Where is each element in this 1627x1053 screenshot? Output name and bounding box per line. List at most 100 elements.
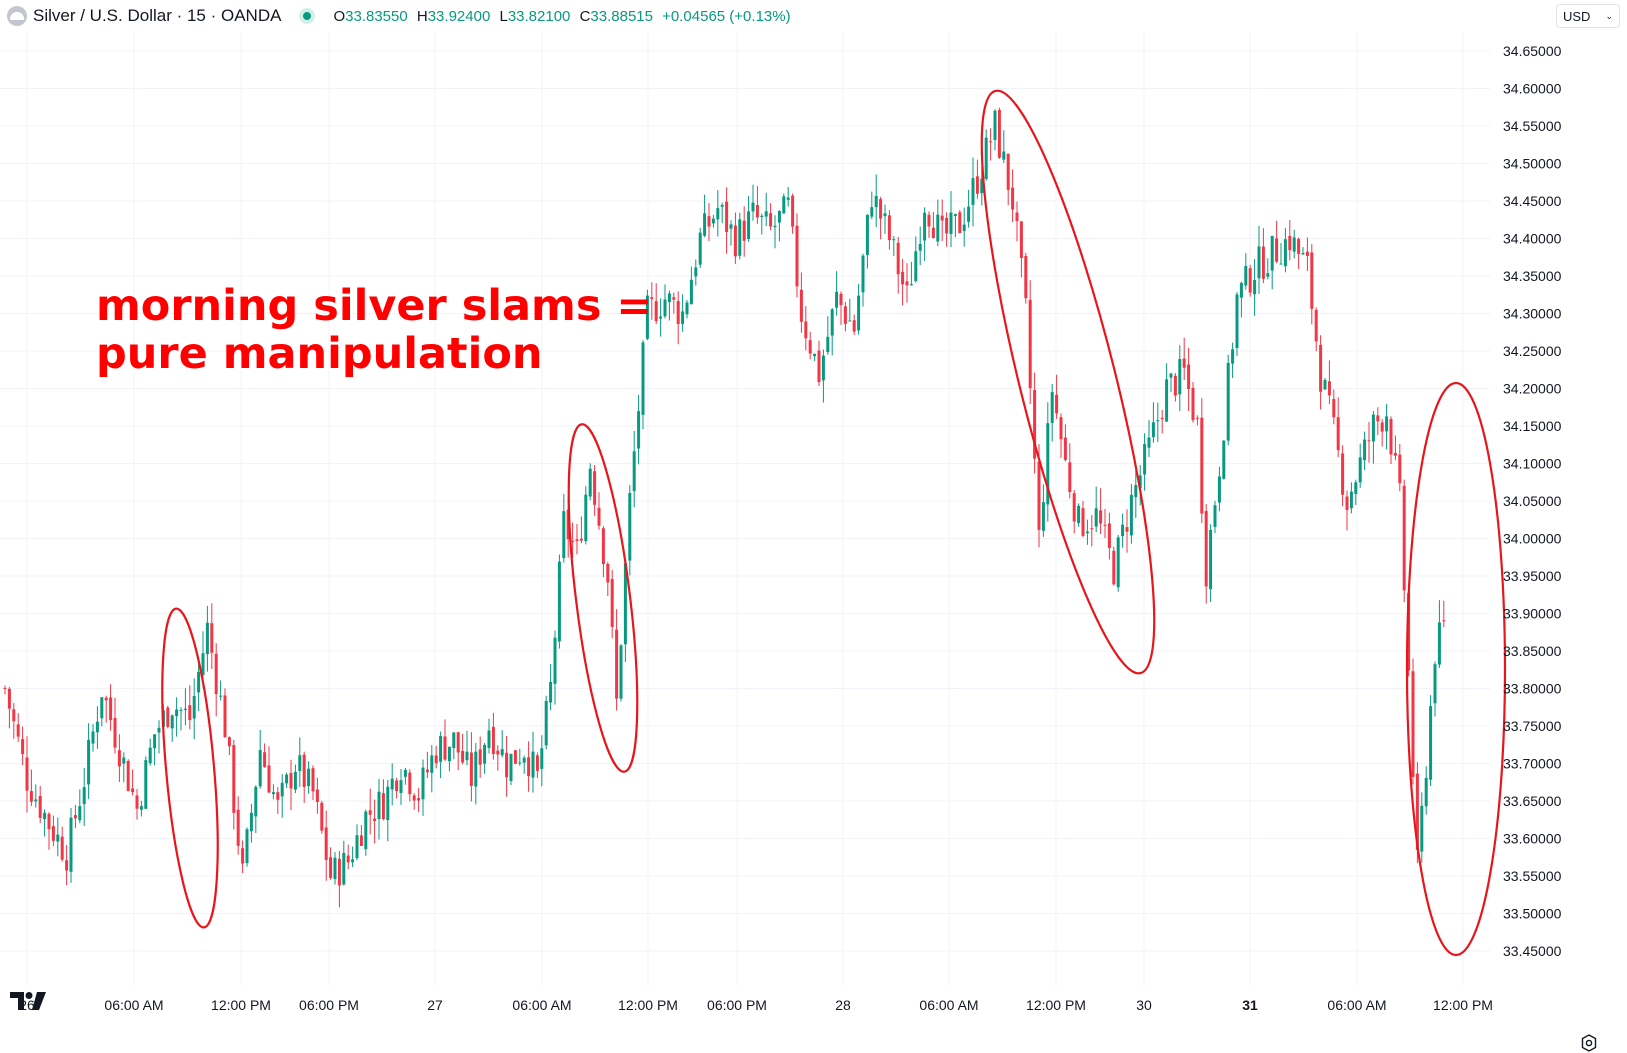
candle-body [16, 724, 20, 737]
candle [223, 688, 227, 738]
candle [249, 803, 253, 843]
candle-body [1323, 380, 1327, 390]
candle [1041, 484, 1045, 537]
candle-body [390, 778, 394, 790]
candle [60, 826, 64, 862]
annotation-ellipse [980, 89, 1156, 675]
candle [1072, 489, 1076, 534]
candle-body [980, 178, 984, 194]
currency-selector[interactable]: USD ⌄ [1556, 4, 1620, 28]
candle-body [1077, 505, 1081, 524]
candle-body [694, 267, 698, 277]
candle-body [201, 653, 205, 675]
candle [1437, 600, 1441, 669]
candle [593, 465, 597, 516]
candle-body [1358, 457, 1362, 483]
candle [808, 331, 812, 360]
candle [465, 730, 469, 766]
candle-body [632, 451, 636, 492]
candle-body [927, 214, 931, 227]
candle [1411, 658, 1415, 785]
tradingview-logo-icon[interactable] [10, 992, 48, 1012]
candle-body [813, 354, 817, 357]
candle [703, 194, 707, 238]
candle-body [205, 622, 209, 655]
candle [544, 695, 548, 750]
candle [1081, 501, 1085, 538]
symbol-title[interactable]: Silver / U.S. Dollar · 15 · OANDA [33, 6, 282, 25]
candle [469, 732, 473, 802]
candle-body [667, 293, 671, 303]
candle-body [707, 216, 711, 227]
candle-body [518, 762, 522, 764]
candle-body [1341, 453, 1345, 495]
candle [188, 685, 192, 730]
candle-body [267, 765, 271, 793]
candle-body [355, 835, 359, 859]
candle-body [34, 799, 38, 802]
candle-body [997, 110, 1001, 158]
candle-body [1376, 415, 1380, 422]
candle-body [232, 745, 236, 813]
candle [1279, 243, 1283, 265]
candle [535, 752, 539, 779]
price-axis[interactable]: 34.65000 34.60000 34.55000 34.50000 34.45000… [1503, 43, 1562, 959]
candle-body [245, 829, 249, 864]
candle-body [1235, 294, 1239, 349]
candle-body [562, 511, 566, 558]
price-tick-label: 33.70000 [1503, 756, 1562, 772]
candle-body [843, 306, 847, 324]
candle [1433, 661, 1437, 717]
candle-body [716, 208, 720, 220]
candle [839, 291, 843, 325]
candle-body [47, 813, 51, 830]
candle [170, 714, 174, 742]
candle [1376, 407, 1380, 436]
candle-body [122, 757, 126, 764]
candle [1147, 420, 1151, 457]
candle-body [931, 227, 935, 239]
candle-body [399, 780, 403, 793]
settings-icon[interactable] [1580, 1034, 1598, 1052]
candle-body [905, 281, 909, 286]
candle-body [751, 202, 755, 212]
candle [1002, 130, 1006, 163]
candle [69, 807, 73, 883]
candle [940, 199, 944, 241]
symbol-icon[interactable] [7, 6, 27, 26]
candle [289, 759, 293, 811]
candle [1253, 259, 1257, 316]
candle [601, 526, 605, 578]
candle [698, 227, 702, 268]
candles [3, 107, 1446, 908]
candle [1024, 252, 1028, 304]
candle [1160, 409, 1164, 434]
candle-body [953, 214, 957, 217]
candle-body [764, 211, 768, 217]
candle [901, 258, 905, 306]
candle [610, 569, 614, 639]
candle [179, 707, 183, 731]
price-tick-label: 34.40000 [1503, 231, 1562, 247]
annotation-ellipse [1405, 381, 1507, 957]
time-axis[interactable]: 26 06:00 AM 12:00 PM 06:00 PM 27 06:00 AM 12:0… [19, 997, 1493, 1013]
candle [1275, 220, 1279, 264]
candle [276, 787, 280, 814]
candle [1371, 410, 1375, 464]
candle-body [439, 736, 443, 762]
candle-body [936, 214, 940, 242]
candle [1143, 433, 1147, 491]
candle-body [654, 301, 658, 322]
price-tick-label: 33.80000 [1503, 681, 1562, 697]
candle-body [227, 737, 231, 747]
candle-body [1283, 239, 1287, 267]
candle-body [131, 788, 135, 793]
candle [1055, 374, 1059, 419]
price-tick-label: 33.55000 [1503, 868, 1562, 884]
candle [104, 695, 108, 723]
candle [91, 724, 95, 752]
candle [135, 789, 139, 820]
candle-body [188, 705, 192, 721]
ohlc-close-label: C [579, 7, 591, 25]
